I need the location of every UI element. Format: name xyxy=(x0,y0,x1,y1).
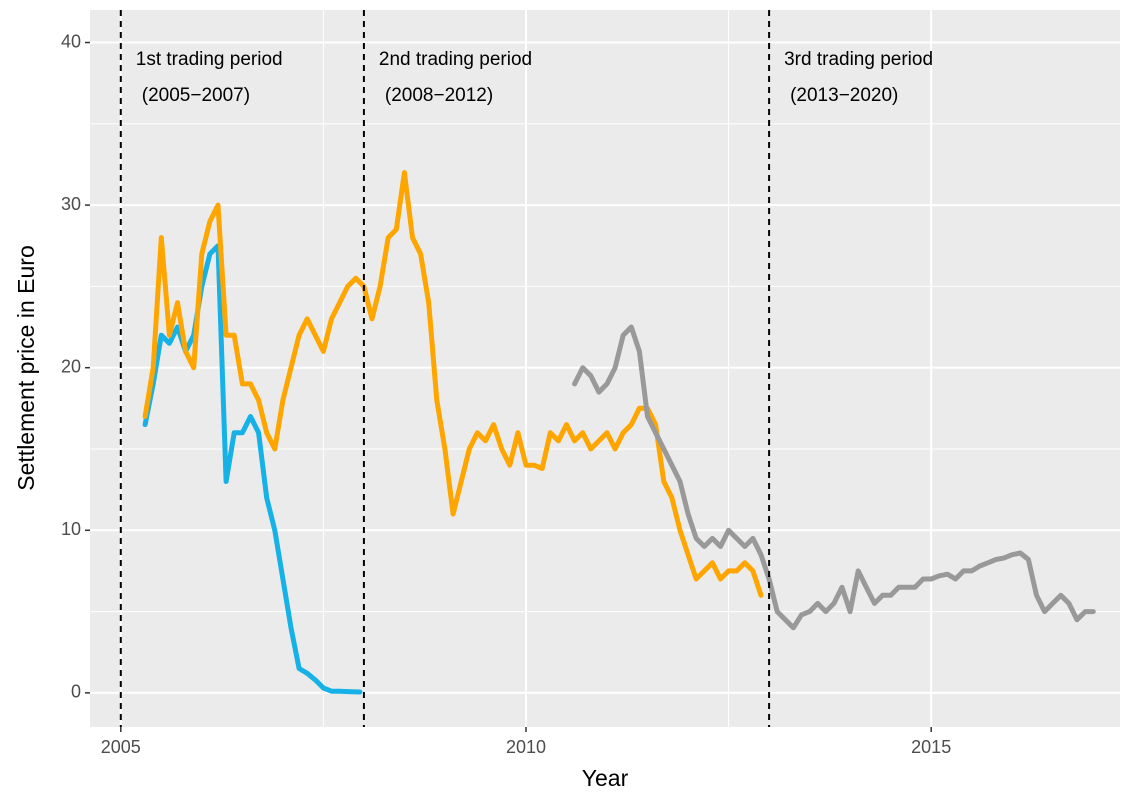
x-axis-title: Year xyxy=(582,765,629,791)
period-range: (2005−2007) xyxy=(142,85,250,106)
y-axis-title: Settlement price in Euro xyxy=(13,245,39,490)
grid xyxy=(90,10,1120,727)
x-tick-label: 2005 xyxy=(101,737,141,757)
period-range: (2008−2012) xyxy=(385,85,493,106)
period-range: (2013−2020) xyxy=(790,85,898,106)
x-tick-label: 2015 xyxy=(911,737,951,757)
x-tick-label: 2010 xyxy=(506,737,546,757)
y-tick-label: 40 xyxy=(61,31,81,51)
marks xyxy=(119,10,1096,727)
period-label: 1st trading period xyxy=(136,49,283,70)
period-label: 2nd trading period xyxy=(379,49,532,70)
y-tick-label: 0 xyxy=(71,682,81,702)
series-line xyxy=(572,324,1096,631)
labels: 0 10 20 30 40 2005 2010 2015 1st trading period (… xyxy=(61,31,951,756)
period-label: 3rd trading period xyxy=(784,49,933,70)
y-tick-label: 20 xyxy=(61,356,81,376)
y-tick-label: 10 xyxy=(61,519,81,539)
y-tick-label: 30 xyxy=(61,194,81,214)
series-line xyxy=(142,243,363,695)
